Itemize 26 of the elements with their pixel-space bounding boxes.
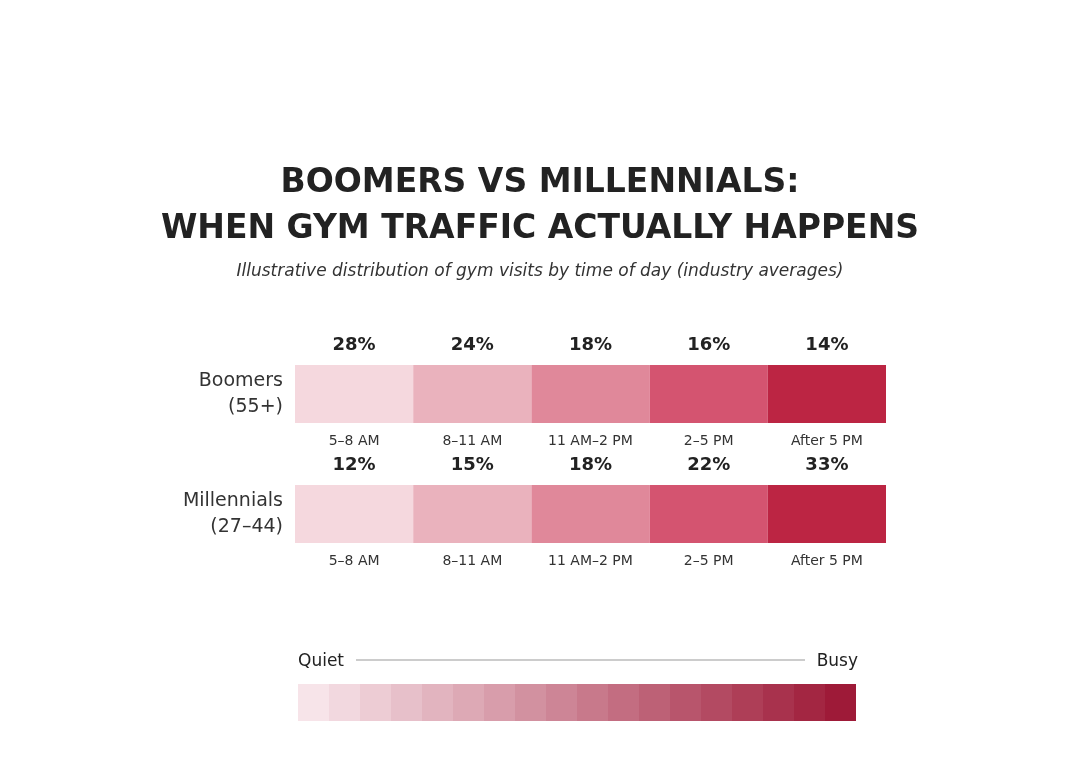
data-label: 22% <box>687 452 731 474</box>
category-label: After 5 PM <box>790 431 863 448</box>
data-label: 16% <box>687 332 731 354</box>
data-label: 12% <box>332 452 376 474</box>
x-tick-label: 5–8 AM <box>328 551 380 568</box>
chart-title: BOOMERS VS MILLENNIALS: WHEN GYM TRAFFIC ACTUALLY HAPPENS <box>159 160 921 248</box>
x-tick-label: 2–5 PM <box>683 551 734 568</box>
chart-subtitle: Illustrative distribution of gym visits by time of day (industry averages) <box>235 260 845 280</box>
y-tick-label: Boomers (55+) <box>198 367 283 416</box>
data-label: 18% <box>568 332 613 354</box>
data-label: 33% <box>805 452 849 474</box>
data-label: 15% <box>450 452 494 474</box>
category-label: 8–11 AM <box>442 431 503 448</box>
x-tick-label: 8–11 AM <box>442 551 503 568</box>
category-label: 11 AM–2 PM <box>548 431 633 448</box>
data-label: 18% <box>568 452 613 474</box>
data-label: 28% <box>332 332 376 354</box>
text: Quiet <box>298 650 345 670</box>
text: Busy <box>816 650 858 670</box>
category-label: 5–8 AM <box>328 431 380 448</box>
y-tick-label: Millennials (27–44) <box>182 487 283 536</box>
category-label: 2–5 PM <box>683 431 734 448</box>
x-tick-label: After 5 PM <box>790 551 863 568</box>
data-label: 24% <box>450 332 494 354</box>
x-tick-label: 11 AM–2 PM <box>548 551 633 568</box>
data-label: 14% <box>805 332 849 354</box>
